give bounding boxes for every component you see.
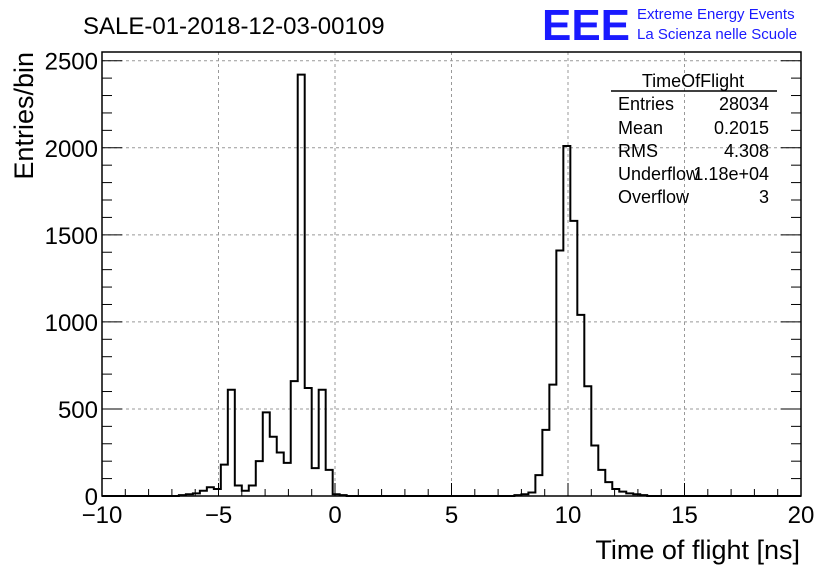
histogram-bin bbox=[207, 487, 214, 496]
x-tick-label: 0 bbox=[328, 502, 341, 529]
chart-title: SALE-01-2018-12-03-00109 bbox=[83, 13, 385, 40]
histogram-bin bbox=[312, 468, 319, 496]
histogram-bin bbox=[277, 452, 284, 496]
y-tick-label: 2000 bbox=[45, 136, 98, 163]
x-tick-label: −10 bbox=[82, 502, 123, 529]
histogram-bin bbox=[598, 470, 605, 496]
histogram-bin bbox=[214, 489, 221, 496]
x-tick-label: 15 bbox=[671, 502, 698, 529]
histogram-bin bbox=[549, 385, 556, 496]
stats-box-name: TimeOfFlight bbox=[642, 71, 744, 91]
eee-logo-letters: EEE bbox=[542, 1, 630, 50]
stats-row-label: Mean bbox=[618, 118, 663, 138]
x-axis-label: Time of flight [ns] bbox=[595, 535, 800, 565]
x-tick-labels: −10 −5 0 5 10 15 20 bbox=[82, 502, 815, 529]
histogram-bin bbox=[305, 388, 312, 496]
histogram-bin bbox=[249, 486, 256, 496]
y-tick-label: 1500 bbox=[45, 223, 98, 250]
x-tick-label: 5 bbox=[445, 502, 458, 529]
y-tick-label: 500 bbox=[58, 397, 98, 424]
stats-box: TimeOfFlight Entries 28034 Mean 0.2015 RMS 4.… bbox=[611, 71, 777, 207]
histogram-bin bbox=[612, 489, 619, 496]
stats-row-value: 0.2015 bbox=[714, 118, 769, 138]
grid-lines bbox=[102, 52, 801, 496]
histogram-bin bbox=[535, 475, 542, 496]
y-tick-label: 0 bbox=[85, 484, 98, 511]
histogram-bin bbox=[235, 486, 242, 496]
histogram-bin bbox=[319, 390, 326, 496]
logo-line-2: La Scienza nelle Scuole bbox=[637, 26, 797, 43]
stats-row-value: 4.308 bbox=[724, 141, 769, 161]
eee-logo: EEE Extreme Energy Events La Scienza nel… bbox=[542, 1, 797, 50]
histogram-bin bbox=[284, 463, 291, 496]
histogram-bin bbox=[298, 75, 305, 496]
histogram-bin bbox=[563, 146, 570, 496]
axis-ticks bbox=[101, 60, 802, 497]
histogram-bin bbox=[542, 430, 549, 496]
y-axis-label: Entries/bin bbox=[9, 52, 39, 180]
y-tick-label: 1000 bbox=[45, 310, 98, 337]
histogram-bin bbox=[577, 315, 584, 496]
stats-row-label: Overflow bbox=[618, 187, 690, 207]
x-tick-label: −5 bbox=[205, 502, 232, 529]
histogram-bin bbox=[591, 446, 598, 496]
stats-row-value: 1.18e+04 bbox=[693, 164, 769, 184]
histogram-bin bbox=[228, 390, 235, 496]
y-tick-label: 2500 bbox=[45, 49, 98, 76]
stats-row-label: Underflow bbox=[618, 164, 700, 184]
histogram-bin bbox=[221, 465, 228, 496]
histogram-bin bbox=[584, 386, 591, 496]
stats-row-value: 28034 bbox=[719, 94, 769, 114]
x-tick-label: 10 bbox=[555, 502, 582, 529]
histogram-bin bbox=[605, 482, 612, 496]
histogram-bin bbox=[263, 412, 270, 496]
stats-row-value: 3 bbox=[759, 187, 769, 207]
histogram-bin bbox=[270, 437, 277, 496]
histogram-bin bbox=[556, 250, 563, 496]
logo-line-1: Extreme Energy Events bbox=[637, 6, 795, 23]
stats-row-label: Entries bbox=[618, 94, 674, 114]
histogram-bin bbox=[291, 381, 298, 496]
y-tick-labels: 0 500 1000 1500 2000 2500 bbox=[45, 49, 98, 511]
x-tick-label: 20 bbox=[788, 502, 815, 529]
histogram-bin bbox=[570, 221, 577, 496]
histogram-bin bbox=[326, 470, 333, 496]
histogram-bin bbox=[256, 461, 263, 496]
stats-row-label: RMS bbox=[618, 141, 658, 161]
